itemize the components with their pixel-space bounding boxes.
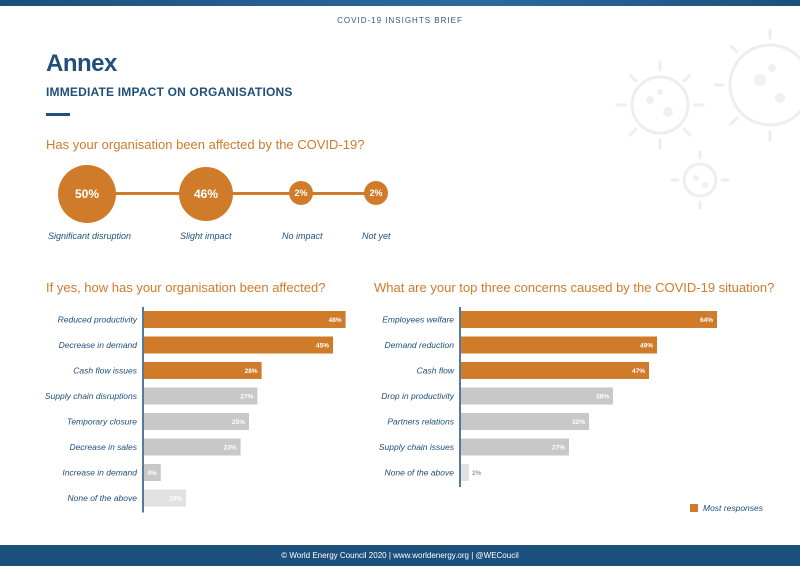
chart-concerns-value-label: 38%: [596, 394, 609, 401]
chart-affected-value-label: 23%: [224, 445, 237, 452]
chart-affected-bar: [144, 489, 186, 507]
circle-slight-impact: 46%: [179, 167, 233, 221]
chart-concerns-value-label: 64%: [700, 317, 713, 324]
circle-no-impact: 2%: [289, 181, 313, 205]
chart-affected-bar: [144, 413, 249, 430]
chart-concerns-bar: [461, 413, 589, 430]
chart-concerns-category-label: None of the above: [385, 468, 455, 478]
chart-concerns-bar: [461, 464, 469, 481]
chart-concerns-bar: [461, 336, 657, 354]
legend: Most responses: [690, 503, 763, 513]
page-title: Annex: [46, 50, 117, 77]
title-accent-line: [46, 113, 70, 116]
chart-affected-value-label: 25%: [232, 419, 245, 426]
label-slight-impact: Slight impact: [180, 231, 232, 241]
chart-affected-category-label: None of the above: [68, 493, 138, 503]
chart-concerns-category-label: Supply chain issues: [379, 442, 455, 452]
chart-affected-value-label: 10%: [169, 496, 182, 503]
chart-affected-bar: [144, 464, 161, 481]
circles-connector-line: [90, 192, 380, 195]
chart-affected-bar: [144, 438, 241, 456]
chart-concerns-bar: [461, 362, 649, 379]
circle-significant-disruption: 50%: [58, 165, 116, 223]
chart-concerns-value-label: 27%: [552, 445, 565, 452]
chart-affected-category-label: Decrease in sales: [69, 442, 137, 452]
chart-affected-category-label: Decrease in demand: [59, 340, 138, 350]
legend-label: Most responses: [703, 503, 763, 513]
chart2-title: What are your top three concerns caused …: [374, 280, 775, 295]
chart-affected-bar: [144, 362, 262, 379]
chart-affected-value-label: 27%: [240, 394, 253, 401]
chart-concerns-category-label: Drop in productivity: [381, 391, 455, 401]
label-significant-disruption: Significant disruption: [48, 231, 132, 241]
chart-concerns-value-label: 32%: [572, 419, 585, 426]
chart-affected-bar: [144, 336, 333, 354]
chart-affected-category-label: Temporary closure: [67, 417, 137, 427]
chart-affected-category-label: Cash flow issues: [73, 366, 138, 376]
q1-question: Has your organisation been affected by t…: [46, 137, 365, 152]
page-subtitle: IMMEDIATE IMPACT ON ORGANISATIONS: [46, 85, 293, 99]
chart-affected-category-label: Reduced productivity: [58, 315, 138, 325]
label-not-yet: Not yet: [362, 231, 391, 241]
chart-affected-category-label: Supply chain disruptions: [45, 391, 138, 401]
chart-concerns-category-label: Employees welfare: [382, 315, 454, 325]
top-bar: [0, 0, 800, 6]
chart-concerns-bar: [461, 438, 569, 456]
chart-affected-value-label: 4%: [147, 470, 157, 477]
chart-affected-value-label: 28%: [245, 368, 258, 375]
chart-concerns-category-label: Cash flow: [417, 366, 455, 376]
chart-concerns-category-label: Demand reduction: [385, 340, 455, 350]
footer: © World Energy Council 2020 | www.worlde…: [0, 545, 800, 566]
label-no-impact: No impact: [282, 231, 323, 241]
chart-concerns-category-label: Partners relations: [387, 417, 454, 427]
chart-concerns-value-label: 49%: [640, 343, 653, 350]
legend-swatch: [690, 504, 698, 512]
chart-affected-value-label: 45%: [316, 343, 329, 350]
chart-affected-svg: Reduced productivity 48% Decrease in deman…: [45, 307, 346, 513]
brief-label: COVID-19 INSIGHTS BRIEF: [337, 16, 463, 25]
chart1-title: If yes, how has your organisation been a…: [46, 280, 326, 295]
chart-affected-value-label: 48%: [329, 317, 342, 324]
chart-concerns-bar: [461, 387, 613, 405]
circle-not-yet: 2%: [364, 181, 388, 205]
chart-concerns-bar: [461, 311, 717, 328]
chart-affected-bar: [144, 387, 258, 405]
chart-affected: Reduced productivity 48% Decrease in deman…: [45, 307, 346, 513]
chart-affected-category-label: Increase in demand: [62, 468, 137, 478]
chart-concerns-value-label: 2%: [472, 470, 482, 477]
chart-affected-bar: [144, 311, 346, 328]
chart-concerns-value-label: 47%: [632, 368, 645, 375]
